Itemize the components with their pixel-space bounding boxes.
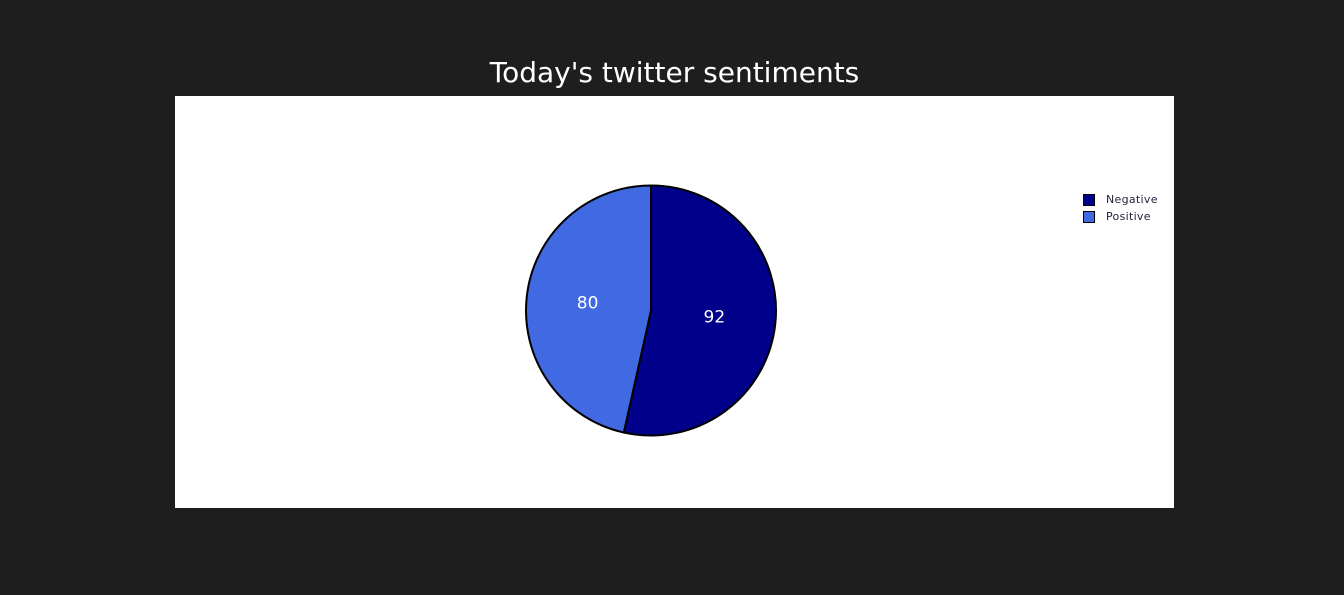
pie-slice-label-negative: 92 [704,307,726,327]
legend-swatch-positive [1083,210,1095,223]
chart-title: Today's twitter sentiments [489,56,860,89]
pie-chart: 92 80 [525,184,777,437]
pie-slices [525,184,777,437]
pie-slice-labels: 92 80 [577,294,725,328]
legend-label-negative: Negative [1106,193,1158,206]
chart-panel: 92 80 Negative Positive [175,96,1174,508]
pie-slice-positive [525,184,652,434]
legend-swatch-negative [1083,193,1095,206]
legend-label-positive: Positive [1106,210,1151,223]
pie-slice-negative [622,184,777,437]
legend-item-negative: Negative [1083,191,1158,208]
pie-slice-label-positive: 80 [577,294,599,314]
legend: Negative Positive [1083,191,1158,225]
legend-item-positive: Positive [1083,208,1158,225]
